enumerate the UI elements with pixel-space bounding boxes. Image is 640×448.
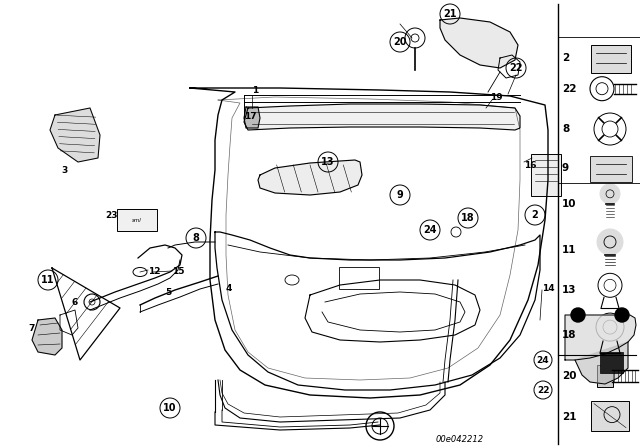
Text: 8: 8 <box>193 233 200 243</box>
Text: 10: 10 <box>562 199 577 209</box>
Text: 13: 13 <box>321 157 335 167</box>
Text: 11: 11 <box>41 275 55 285</box>
Text: 00e042212: 00e042212 <box>436 435 484 444</box>
Text: 11: 11 <box>562 245 577 255</box>
Text: 2: 2 <box>562 53 569 63</box>
Text: 7: 7 <box>28 323 35 332</box>
FancyBboxPatch shape <box>591 401 629 431</box>
Polygon shape <box>575 342 628 384</box>
Text: 14: 14 <box>542 284 555 293</box>
Text: 12: 12 <box>148 267 161 276</box>
Text: 24: 24 <box>537 356 549 365</box>
Text: 5: 5 <box>165 288 172 297</box>
Text: 22: 22 <box>562 84 577 94</box>
Text: 21: 21 <box>444 9 457 19</box>
FancyBboxPatch shape <box>590 156 632 182</box>
Text: 18: 18 <box>562 330 577 340</box>
Text: 16: 16 <box>524 160 536 169</box>
Circle shape <box>571 308 585 322</box>
Polygon shape <box>50 108 100 162</box>
Polygon shape <box>244 107 260 128</box>
FancyBboxPatch shape <box>117 209 157 231</box>
Text: 9: 9 <box>397 190 403 200</box>
Circle shape <box>600 184 620 204</box>
Text: 22: 22 <box>537 385 549 395</box>
Text: 18: 18 <box>461 213 475 223</box>
Circle shape <box>597 229 623 255</box>
Text: 9: 9 <box>562 163 569 173</box>
FancyBboxPatch shape <box>600 352 623 372</box>
Text: 10: 10 <box>163 403 177 413</box>
Text: 21: 21 <box>562 412 577 422</box>
Polygon shape <box>32 318 62 355</box>
Polygon shape <box>440 18 518 68</box>
Text: sml: sml <box>132 217 142 223</box>
FancyBboxPatch shape <box>531 154 561 196</box>
Text: 15: 15 <box>172 267 184 276</box>
Circle shape <box>615 308 629 322</box>
Text: 23: 23 <box>105 211 118 220</box>
Text: 2: 2 <box>532 210 538 220</box>
Polygon shape <box>244 104 520 130</box>
Text: 4: 4 <box>226 284 232 293</box>
Text: 17: 17 <box>244 112 257 121</box>
Text: 6: 6 <box>72 297 78 306</box>
Text: 13: 13 <box>562 285 577 295</box>
Text: 20: 20 <box>393 37 407 47</box>
Text: 22: 22 <box>509 63 523 73</box>
Text: 20: 20 <box>562 371 577 381</box>
Text: 19: 19 <box>490 92 502 102</box>
Text: 8: 8 <box>562 124 569 134</box>
Polygon shape <box>565 315 636 360</box>
FancyBboxPatch shape <box>597 365 613 388</box>
Polygon shape <box>258 160 362 195</box>
Text: 24: 24 <box>423 225 436 235</box>
Text: 1: 1 <box>252 86 259 95</box>
Text: 3: 3 <box>62 165 68 175</box>
FancyBboxPatch shape <box>591 45 631 73</box>
